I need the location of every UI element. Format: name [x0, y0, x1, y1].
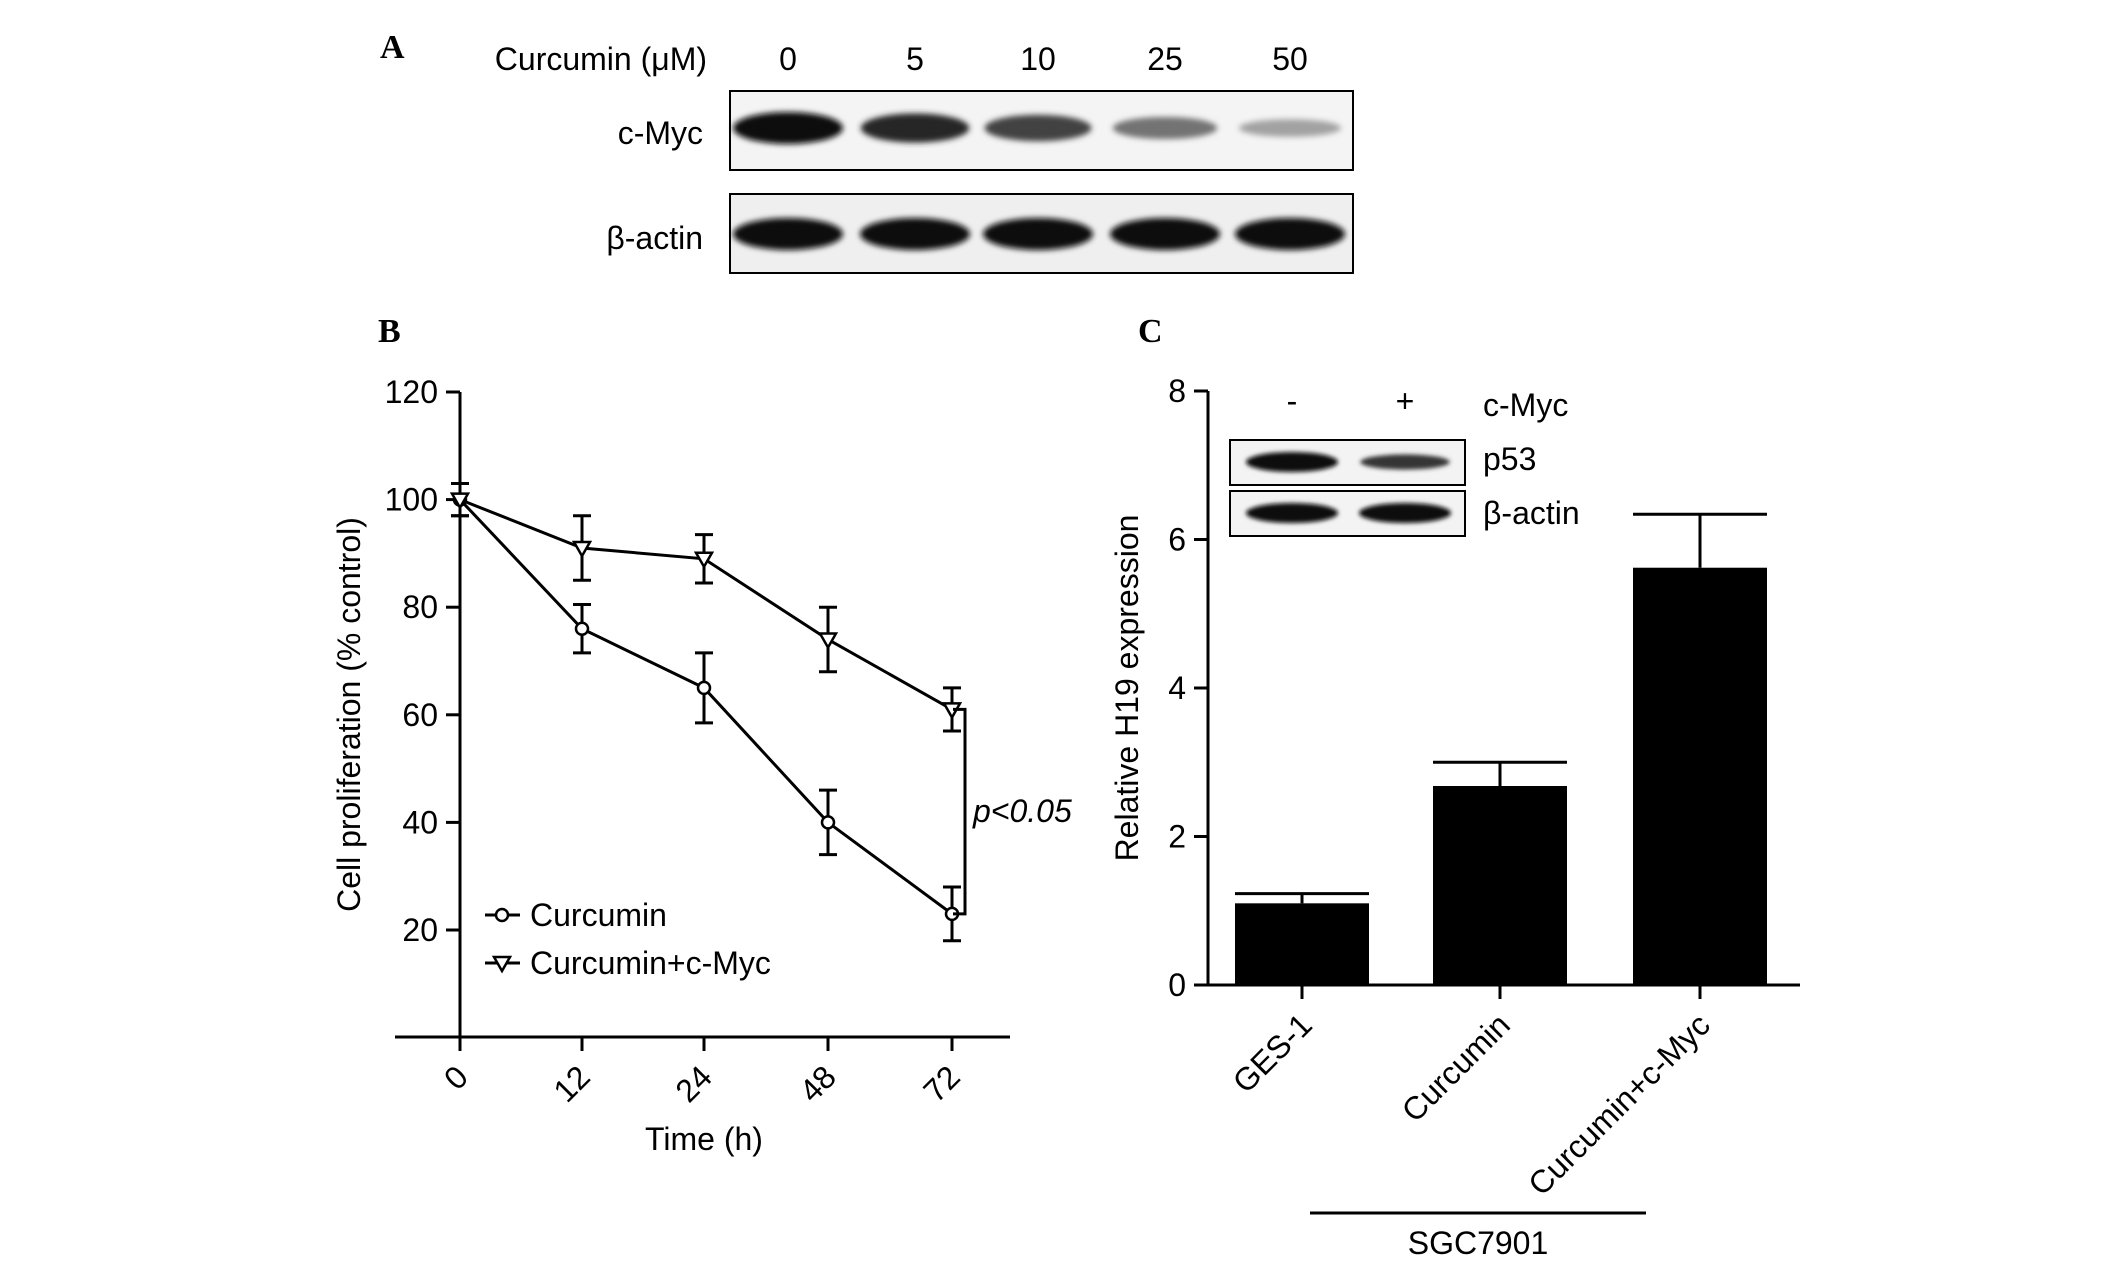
panel-a-letter: A — [380, 29, 405, 66]
concentration-label-10: 10 — [1020, 41, 1056, 77]
y-tick-label-100: 100 — [385, 482, 438, 518]
concentration-label-5: 5 — [906, 41, 924, 77]
y-axis-title: Cell proliferation (% control) — [331, 517, 367, 912]
band-c-myc-0 — [733, 112, 843, 144]
significance-annotation: p<0.05 — [972, 793, 1072, 829]
point-curcumin-12 — [574, 621, 590, 636]
band-c-myc-50 — [1239, 119, 1341, 137]
series-line-curcumin-c-myc — [459, 498, 953, 711]
y-tick-label-40: 40 — [402, 804, 438, 840]
band-beta-actin-50 — [1235, 218, 1345, 250]
band-c-myc-5 — [860, 113, 970, 143]
inset-row-label-p53: p53 — [1483, 441, 1536, 477]
band-beta-actin-5 — [860, 218, 970, 250]
bar-curcumin — [1433, 786, 1567, 985]
y-tick-label-60: 60 — [402, 697, 438, 733]
point-curcumin-c-myc-48 — [817, 632, 839, 650]
panel-c-letter: C — [1138, 313, 1163, 350]
y-tick-label-80: 80 — [402, 589, 438, 625]
band-beta-actin-0 — [733, 218, 843, 250]
inset-band-p53-minus — [1246, 452, 1338, 472]
x-axis-title: Time (h) — [645, 1121, 763, 1157]
inset-band-p53-plus — [1360, 454, 1450, 470]
blot-row-label-c-myc: c-Myc — [618, 115, 703, 151]
inset-western-blot: c-Myc p53 β-actin - + — [1229, 383, 1580, 537]
legend-marker-curcumin-c-myc — [491, 955, 513, 974]
inset-band-beta-actin-plus — [1359, 503, 1451, 523]
significance-bracket — [953, 707, 967, 916]
x-tick-label-72: 72 — [916, 1058, 967, 1109]
y-tick-label-c-0: 0 — [1168, 967, 1186, 1003]
y-tick-label-c-8: 8 — [1168, 373, 1186, 409]
x-tick-label-curcumin: Curcumin — [1395, 1006, 1517, 1128]
line-chart-b: 20 40 60 80 100 120 0 12 24 48 72 Time (h) Cell prol… — [331, 374, 1010, 1157]
point-curcumin-24 — [696, 680, 712, 696]
inset-plus-sign: + — [1396, 383, 1415, 419]
inset-c-myc-label: c-Myc — [1483, 387, 1568, 423]
sgc7901-group-label: SGC7901 — [1408, 1225, 1549, 1261]
panel-b-letter: B — [378, 313, 401, 350]
x-tick-label-0: 0 — [437, 1058, 475, 1096]
y-tick-label-c-2: 2 — [1168, 819, 1186, 855]
bar-curcumin-c-myc — [1633, 567, 1767, 985]
y-tick-label-c-6: 6 — [1168, 522, 1186, 558]
y-tick-label-120: 120 — [385, 374, 438, 410]
panel-c: C 0 2 4 6 8 Relative H19 expression GES-1 Curcu… — [1109, 313, 1800, 1261]
y-axis-title-c: Relative H19 expression — [1109, 515, 1145, 862]
point-curcumin-c-myc-12 — [571, 540, 593, 559]
blot-row-label-beta-actin: β-actin — [606, 220, 703, 256]
curcumin-concentration-label: Curcumin (μM) — [495, 41, 707, 77]
inset-row-label-beta-actin: β-actin — [1483, 495, 1580, 531]
x-tick-label-24: 24 — [668, 1058, 719, 1109]
legend-marker-curcumin — [494, 907, 510, 923]
band-beta-actin-25 — [1110, 218, 1220, 250]
point-curcumin-c-myc-0 — [449, 492, 471, 511]
x-tick-label-ges-1: GES-1 — [1226, 1006, 1319, 1099]
concentration-label-25: 25 — [1147, 41, 1183, 77]
point-curcumin-c-myc-24 — [693, 551, 715, 570]
concentration-label-0: 0 — [779, 41, 797, 77]
concentration-label-50: 50 — [1272, 41, 1308, 77]
inset-blot-bands — [1246, 452, 1451, 523]
western-blot-bands — [733, 112, 1345, 250]
band-c-myc-10 — [984, 114, 1092, 142]
x-tick-label-12: 12 — [546, 1058, 597, 1109]
concentration-labels: 0 5 10 25 50 — [779, 41, 1308, 77]
band-beta-actin-10 — [983, 218, 1093, 250]
legend-label-curcumin-c-myc: Curcumin+c-Myc — [530, 945, 771, 981]
panel-a: A Curcumin (μM) 0 5 10 25 50 c-Myc β-actin — [380, 29, 1354, 274]
inset-band-beta-actin-minus — [1246, 503, 1338, 523]
legend-label-curcumin: Curcumin — [530, 897, 667, 933]
point-curcumin-48 — [820, 815, 836, 830]
y-tick-label-20: 20 — [402, 912, 438, 948]
y-tick-label-c-4: 4 — [1168, 670, 1186, 706]
x-tick-label-48: 48 — [792, 1058, 843, 1109]
band-c-myc-25 — [1112, 116, 1218, 140]
x-tick-label-curcumin-c-myc: Curcumin+c-Myc — [1521, 1006, 1717, 1202]
panel-b: B 20 40 60 80 100 120 0 12 24 48 72 Time (h) Cell pr… — [331, 313, 1072, 1157]
inset-minus-sign: - — [1287, 383, 1298, 419]
bar-ges-1 — [1235, 903, 1369, 985]
